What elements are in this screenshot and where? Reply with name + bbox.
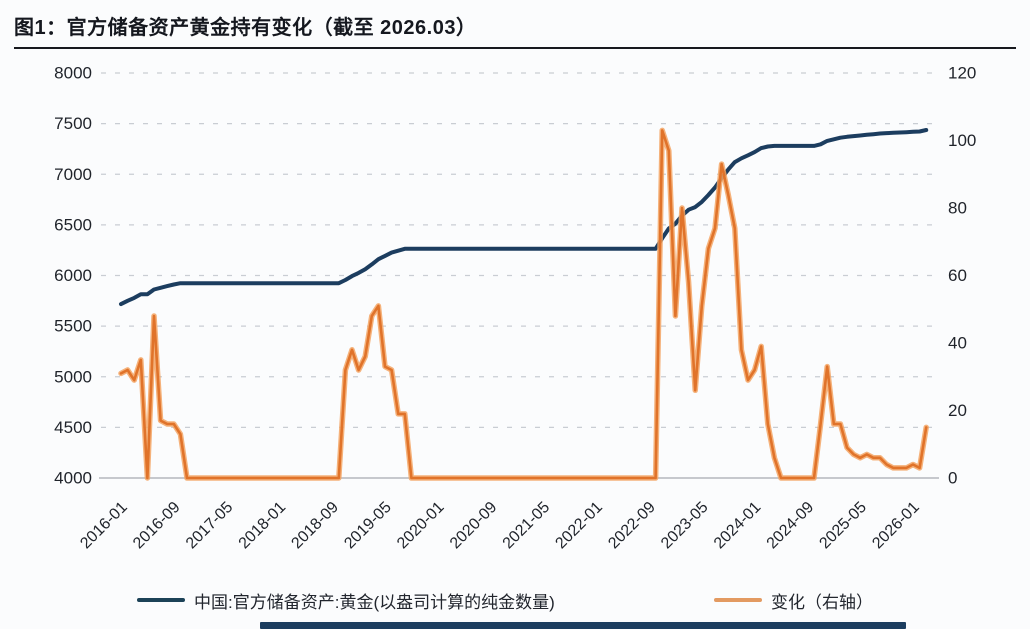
right-axis-tick-label: 40 — [948, 334, 967, 353]
left-axis-tick-label: 5000 — [54, 367, 92, 386]
x-axis-tick-label: 2024-01 — [711, 499, 765, 553]
right-axis-tick-label: 120 — [948, 64, 976, 83]
x-axis-tick-label: 2022-01 — [552, 499, 606, 553]
x-axis-tick-label: 2023-05 — [658, 499, 712, 553]
left-axis-tick-label: 8000 — [54, 64, 92, 83]
right-axis-tick-label: 60 — [948, 266, 967, 285]
right-axis-tick-label: 80 — [948, 199, 967, 218]
gold-line-label: 中国:官方储备资产:黄金(以盎司计算的纯金数量) — [194, 592, 555, 612]
change-line-halo — [118, 127, 929, 481]
right-axis-tick-label: 100 — [948, 131, 976, 150]
left-axis-tick-label: 4500 — [54, 418, 92, 437]
x-axis-tick-label: 2016-01 — [77, 499, 131, 553]
right-axis-tick-label: 20 — [948, 401, 967, 420]
x-axis-tick-label: 2025-05 — [816, 499, 870, 553]
legend-item-gold: 中国:官方储备资产:黄金(以盎司计算的纯金数量) — [137, 586, 555, 614]
chart-legend: 中国:官方储备资产:黄金(以盎司计算的纯金数量) 变化（右轴） — [0, 586, 1030, 614]
left-axis-tick-label: 4000 — [54, 469, 92, 488]
left-axis-tick-label: 6500 — [54, 215, 92, 234]
chart-svg: 4000 4500 5000 5500 6000 6500 7000 7500 8000 0 20 4… — [54, 64, 976, 553]
gold-holdings-line — [119, 128, 929, 307]
bottom-divider-bar — [260, 622, 906, 629]
x-axis-tick-label: 2024-09 — [764, 499, 818, 553]
x-axis-tick-label: 2019-05 — [341, 499, 395, 553]
left-axis-tick-label: 5500 — [54, 317, 92, 336]
x-axis-tick-label: 2016-09 — [130, 499, 184, 553]
legend-item-change: 变化（右轴） — [714, 586, 873, 614]
x-axis-tick-label: 2018-01 — [236, 499, 290, 553]
x-axis-tick-label: 2017-05 — [183, 499, 237, 553]
x-axis-tick-label: 2026-01 — [869, 499, 923, 553]
left-axis-tick-label: 7000 — [54, 165, 92, 184]
x-axis-tick-label: 2022-09 — [605, 499, 659, 553]
x-axis-tick-label: 2018-09 — [288, 499, 342, 553]
change-line-label: 变化（右轴） — [771, 592, 873, 612]
x-axis-tick-label: 2021-05 — [500, 499, 554, 553]
x-axis-tick-label: 2020-01 — [394, 499, 448, 553]
x-axis-tick-label: 2020-09 — [447, 499, 501, 553]
left-axis-tick-label: 6000 — [54, 266, 92, 285]
left-axis-tick-label: 7500 — [54, 114, 92, 133]
gold-line-swatch — [137, 598, 185, 602]
right-axis-tick-label: 0 — [948, 469, 957, 488]
change-line-swatch — [714, 598, 762, 602]
figure-title: 图1：官方储备资产黄金持有变化（截至 2026.03） — [14, 17, 477, 39]
title-underline — [14, 47, 1016, 49]
change-line — [119, 129, 928, 480]
